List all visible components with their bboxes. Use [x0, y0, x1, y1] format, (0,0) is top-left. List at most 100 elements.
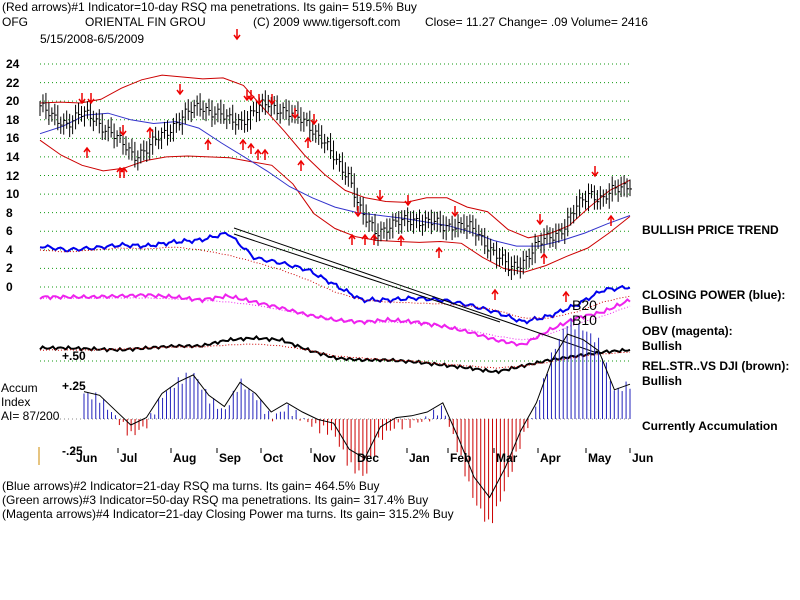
sell-arrow [376, 190, 384, 202]
sell-arrow [176, 84, 184, 96]
y-tick-label: 18 [6, 112, 20, 127]
signal-arrows [78, 29, 615, 302]
obv-ma [39, 297, 631, 341]
footer-line-3: (Magenta arrows)#4 Indicator=21-day Clos… [2, 507, 454, 521]
sell-arrow [233, 29, 241, 41]
y-tick-label: 16 [6, 131, 20, 146]
buy-arrow [397, 234, 405, 246]
buy-arrow [491, 288, 499, 300]
y-tick-label: 2 [6, 261, 13, 276]
sell-arrow [591, 166, 599, 178]
accum-histogram [83, 318, 631, 524]
ma50-line [39, 112, 631, 247]
sell-arrow [291, 108, 299, 120]
buy-arrow [361, 233, 369, 245]
x-tick-label: May [588, 451, 612, 465]
sell-arrow [310, 114, 318, 126]
price-bands [39, 74, 631, 273]
x-tick-label: Oct [263, 451, 284, 465]
indicator-lines [39, 227, 631, 375]
buy-arrow [247, 142, 255, 154]
header-quote: Close= 11.27 Change= .09 Volume= 2416 [425, 15, 648, 29]
sell-arrow [87, 93, 95, 105]
header-line-1: (Red arrows)#1 Indicator=10-day RSQ ma p… [2, 0, 417, 14]
relstr-ma [39, 343, 631, 369]
buy-arrow [304, 136, 312, 148]
buy-arrow [562, 290, 570, 302]
x-tick-label: Apr [540, 451, 561, 465]
label-b10: B10 [572, 312, 597, 328]
buy-arrow [435, 246, 443, 258]
x-tick-label: Aug [173, 451, 197, 465]
buy-arrow [607, 214, 615, 226]
x-tick-label: Dec [357, 451, 380, 465]
accum-title-2: Index [1, 395, 31, 409]
y-tick-label: 12 [6, 168, 20, 183]
price-bars [39, 90, 632, 281]
accum-ma-line [83, 333, 631, 499]
sell-arrow [536, 214, 544, 226]
header-company: ORIENTAL FIN GROU [85, 15, 206, 29]
buy-arrow [83, 146, 91, 158]
x-tick-label: Feb [450, 451, 472, 465]
note-obv: OBV (magenta): [642, 324, 733, 338]
accum-level-neg025: -.25 [62, 444, 83, 458]
sell-arrow [255, 94, 263, 106]
buy-arrow [261, 148, 269, 160]
x-tick-label: Jul [120, 451, 138, 465]
y-tick-label: 14 [6, 149, 20, 164]
label-b20: B20 [572, 297, 597, 313]
chart-grid [40, 63, 632, 420]
footer-line-2: (Green arrows)#3 Indicator=50-day RSQ ma… [2, 493, 429, 507]
note-obv-status: Bullish [642, 339, 683, 353]
header-copyright: (C) 2009 www.tigersoft.com [253, 15, 401, 29]
sell-arrow [404, 195, 412, 207]
sell-arrow [451, 206, 459, 218]
y-tick-label: 0 [6, 280, 13, 294]
lower-band [39, 139, 631, 273]
buy-arrow [540, 252, 548, 264]
y-tick-label: 10 [6, 187, 20, 202]
buy-arrow [204, 138, 212, 150]
header-date-range: 5/15/2008-6/5/2009 [40, 32, 145, 46]
sell-arrow [247, 90, 255, 102]
header-ticker: OFG [2, 15, 28, 29]
sell-arrow [268, 94, 276, 106]
closing-power-ma [39, 246, 631, 319]
buy-arrow [370, 233, 378, 245]
note-relstr: REL.STR..VS DJI (brown): [642, 359, 790, 373]
upper-band [39, 74, 631, 239]
sell-arrow [78, 93, 86, 105]
footer-line-1: (Blue arrows)#2 Indicator=21-day RSQ ma … [2, 479, 380, 493]
trendline-2 [233, 233, 501, 323]
sell-arrow [119, 125, 127, 137]
buy-arrow [120, 166, 128, 178]
note-relstr-status: Bullish [642, 374, 683, 388]
buy-arrow [297, 159, 305, 171]
note-accumulation: Currently Accumulation [642, 419, 778, 433]
y-tick-label: 8 [6, 205, 13, 220]
y-tick-label: 22 [6, 75, 20, 90]
x-tick-label: Jun [632, 451, 654, 465]
y-tick-label: 6 [6, 224, 13, 239]
accum-ai-value: AI= 87/200 [1, 409, 60, 423]
trendline-1 [233, 227, 601, 355]
accum-level-050: +.50 [62, 349, 86, 363]
x-tick-label: Mar [496, 451, 518, 465]
obv-line [39, 293, 631, 347]
y-tick-label: 4 [6, 242, 13, 257]
buy-arrow [348, 233, 356, 245]
closing-power-line [39, 231, 631, 325]
buy-arrow [146, 126, 154, 138]
x-tick-label: Jan [409, 451, 430, 465]
note-price-trend: BULLISH PRICE TREND [642, 223, 779, 237]
buy-arrow [239, 138, 247, 150]
accum-title-1: Accum [1, 381, 38, 395]
y-tick-label: 24 [6, 57, 20, 71]
x-tick-label: Jun [76, 451, 98, 465]
accum-level-025: +.25 [62, 379, 86, 393]
note-closing-power: CLOSING POWER (blue): [642, 288, 786, 302]
y-tick-label: 20 [6, 94, 20, 109]
